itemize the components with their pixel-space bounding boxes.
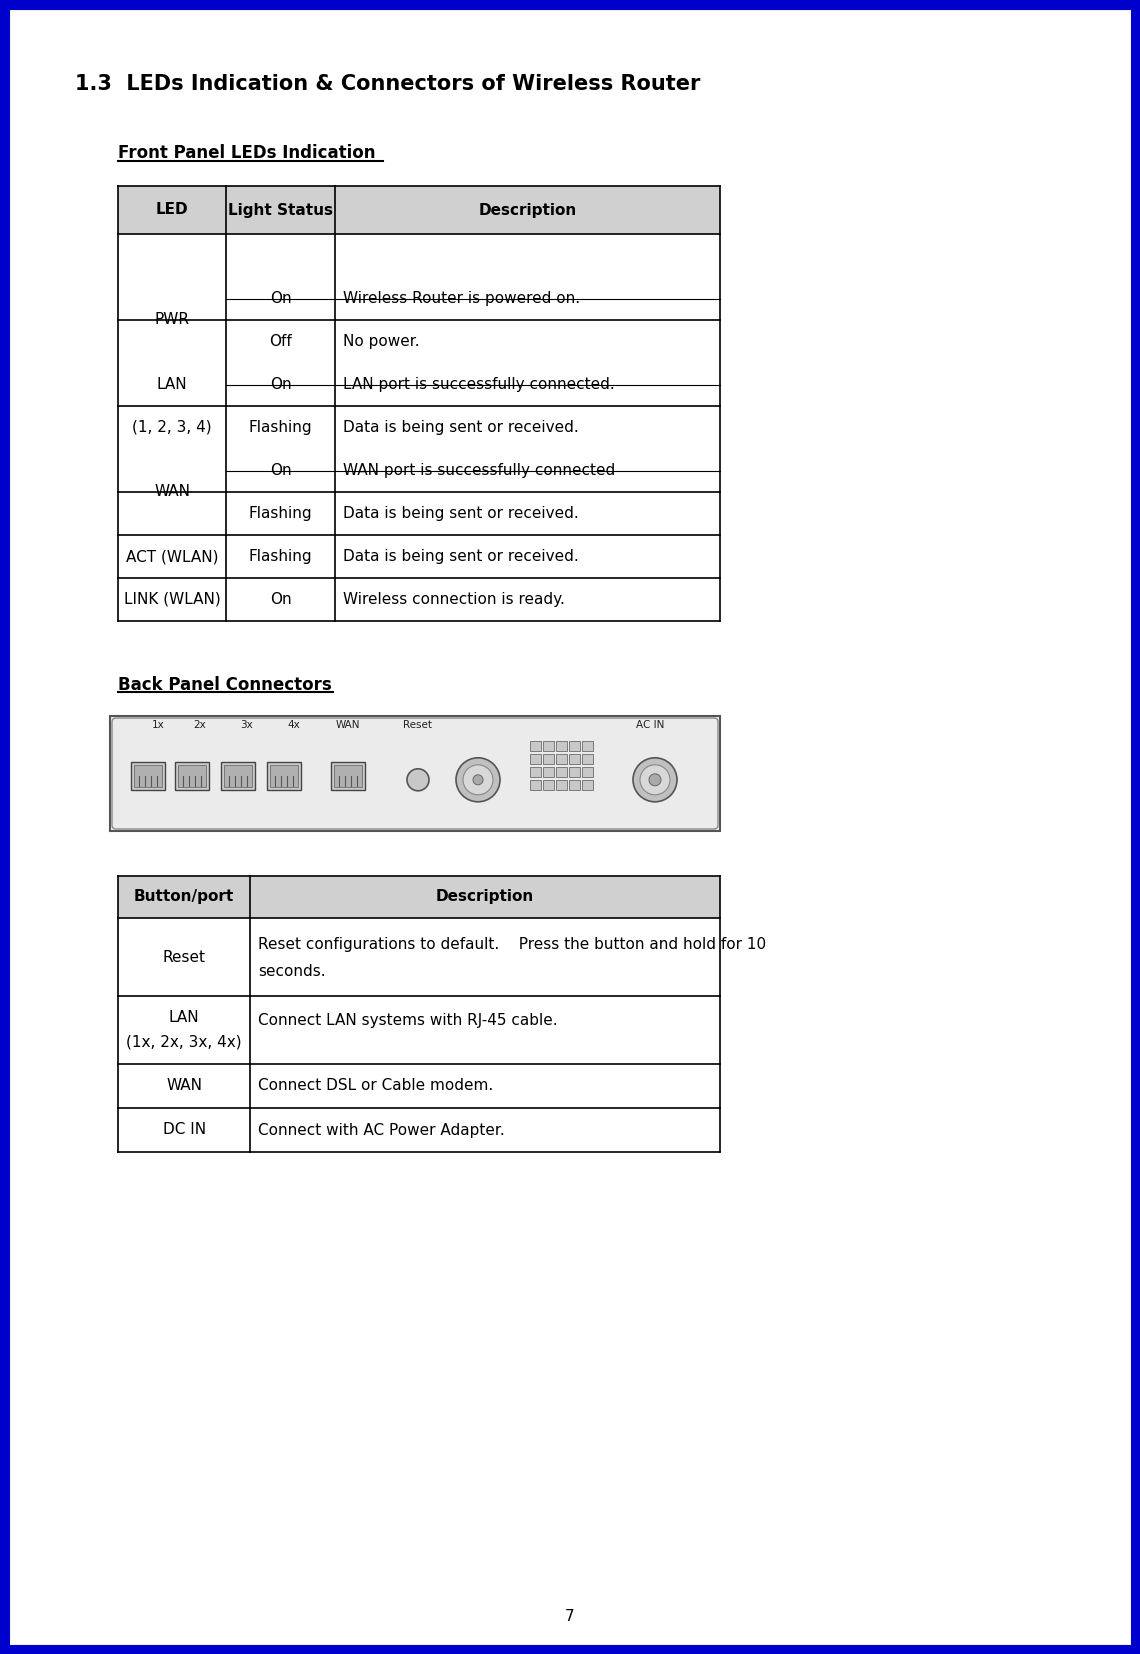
- Bar: [119, 185, 720, 233]
- Text: Back Panel Connectors: Back Panel Connectors: [119, 676, 332, 695]
- Text: LAN: LAN: [157, 377, 187, 392]
- Circle shape: [456, 758, 500, 802]
- Text: ACT (WLAN): ACT (WLAN): [125, 549, 219, 564]
- Circle shape: [640, 764, 670, 796]
- Text: LAN: LAN: [169, 1011, 200, 1025]
- Text: Data is being sent or received.: Data is being sent or received.: [343, 420, 578, 435]
- Text: 4x: 4x: [287, 719, 300, 729]
- Text: 1x: 1x: [152, 719, 164, 729]
- Bar: [331, 762, 365, 791]
- Text: WAN: WAN: [166, 1078, 202, 1093]
- Text: LINK (WLAN): LINK (WLAN): [124, 592, 220, 607]
- Bar: [556, 767, 567, 777]
- Text: Reset: Reset: [163, 949, 205, 964]
- Text: Flashing: Flashing: [249, 420, 312, 435]
- Text: PWR: PWR: [155, 313, 189, 327]
- Text: 1.3  LEDs Indication & Connectors of Wireless Router: 1.3 LEDs Indication & Connectors of Wire…: [75, 74, 700, 94]
- Text: On: On: [270, 463, 292, 478]
- Text: Reset: Reset: [404, 719, 432, 729]
- Text: Off: Off: [269, 334, 292, 349]
- Bar: [583, 741, 593, 751]
- Bar: [223, 764, 252, 787]
- Text: Front Panel LEDs Indication: Front Panel LEDs Indication: [119, 144, 375, 162]
- Text: Button/port: Button/port: [135, 890, 235, 905]
- FancyBboxPatch shape: [112, 718, 718, 829]
- Text: Reset configurations to default.    Press the button and hold for 10: Reset configurations to default. Press t…: [259, 938, 766, 953]
- Bar: [556, 741, 567, 751]
- Bar: [270, 764, 298, 787]
- Text: On: On: [270, 377, 292, 392]
- Bar: [530, 767, 542, 777]
- Bar: [267, 762, 301, 791]
- Bar: [221, 762, 255, 791]
- Bar: [543, 754, 554, 764]
- Bar: [569, 781, 580, 791]
- Bar: [109, 716, 720, 830]
- Bar: [178, 764, 206, 787]
- Text: (1, 2, 3, 4): (1, 2, 3, 4): [132, 420, 212, 435]
- Bar: [569, 741, 580, 751]
- Circle shape: [473, 774, 483, 784]
- Circle shape: [407, 769, 429, 791]
- Text: 3x: 3x: [241, 719, 253, 729]
- Bar: [530, 781, 542, 791]
- Text: Connect with AC Power Adapter.: Connect with AC Power Adapter.: [259, 1123, 505, 1138]
- Bar: [530, 754, 542, 764]
- Text: Flashing: Flashing: [249, 549, 312, 564]
- Text: No power.: No power.: [343, 334, 420, 349]
- Text: Description: Description: [437, 890, 535, 905]
- Bar: [543, 781, 554, 791]
- Bar: [119, 877, 720, 918]
- Bar: [543, 767, 554, 777]
- Text: Data is being sent or received.: Data is being sent or received.: [343, 549, 578, 564]
- Text: Wireless Router is powered on.: Wireless Router is powered on.: [343, 291, 580, 306]
- Bar: [543, 741, 554, 751]
- Text: Light Status: Light Status: [228, 202, 333, 217]
- Circle shape: [463, 764, 492, 796]
- Bar: [176, 762, 209, 791]
- Bar: [131, 762, 165, 791]
- Text: Connect DSL or Cable modem.: Connect DSL or Cable modem.: [259, 1078, 494, 1093]
- Text: 7: 7: [565, 1609, 575, 1624]
- Bar: [135, 764, 162, 787]
- Text: LAN port is successfully connected.: LAN port is successfully connected.: [343, 377, 614, 392]
- Bar: [556, 754, 567, 764]
- Text: Description: Description: [479, 202, 577, 217]
- Text: Wireless connection is ready.: Wireless connection is ready.: [343, 592, 564, 607]
- Bar: [569, 767, 580, 777]
- Circle shape: [649, 774, 661, 786]
- Text: Flashing: Flashing: [249, 506, 312, 521]
- Text: seconds.: seconds.: [259, 964, 326, 979]
- Bar: [530, 741, 542, 751]
- Bar: [583, 754, 593, 764]
- Text: (1x, 2x, 3x, 4x): (1x, 2x, 3x, 4x): [127, 1034, 242, 1050]
- Text: Data is being sent or received.: Data is being sent or received.: [343, 506, 578, 521]
- Text: DC IN: DC IN: [163, 1123, 206, 1138]
- Text: AC IN: AC IN: [636, 719, 665, 729]
- Text: WAN port is successfully connected: WAN port is successfully connected: [343, 463, 614, 478]
- Text: WAN: WAN: [336, 719, 360, 729]
- Bar: [569, 754, 580, 764]
- Bar: [556, 781, 567, 791]
- Text: On: On: [270, 592, 292, 607]
- Bar: [583, 767, 593, 777]
- Text: On: On: [270, 291, 292, 306]
- Bar: [334, 764, 363, 787]
- Text: Connect LAN systems with RJ-45 cable.: Connect LAN systems with RJ-45 cable.: [259, 1012, 559, 1027]
- Text: LED: LED: [156, 202, 188, 217]
- Text: WAN: WAN: [154, 485, 190, 500]
- Text: 2x: 2x: [194, 719, 206, 729]
- Circle shape: [633, 758, 677, 802]
- Bar: [583, 781, 593, 791]
